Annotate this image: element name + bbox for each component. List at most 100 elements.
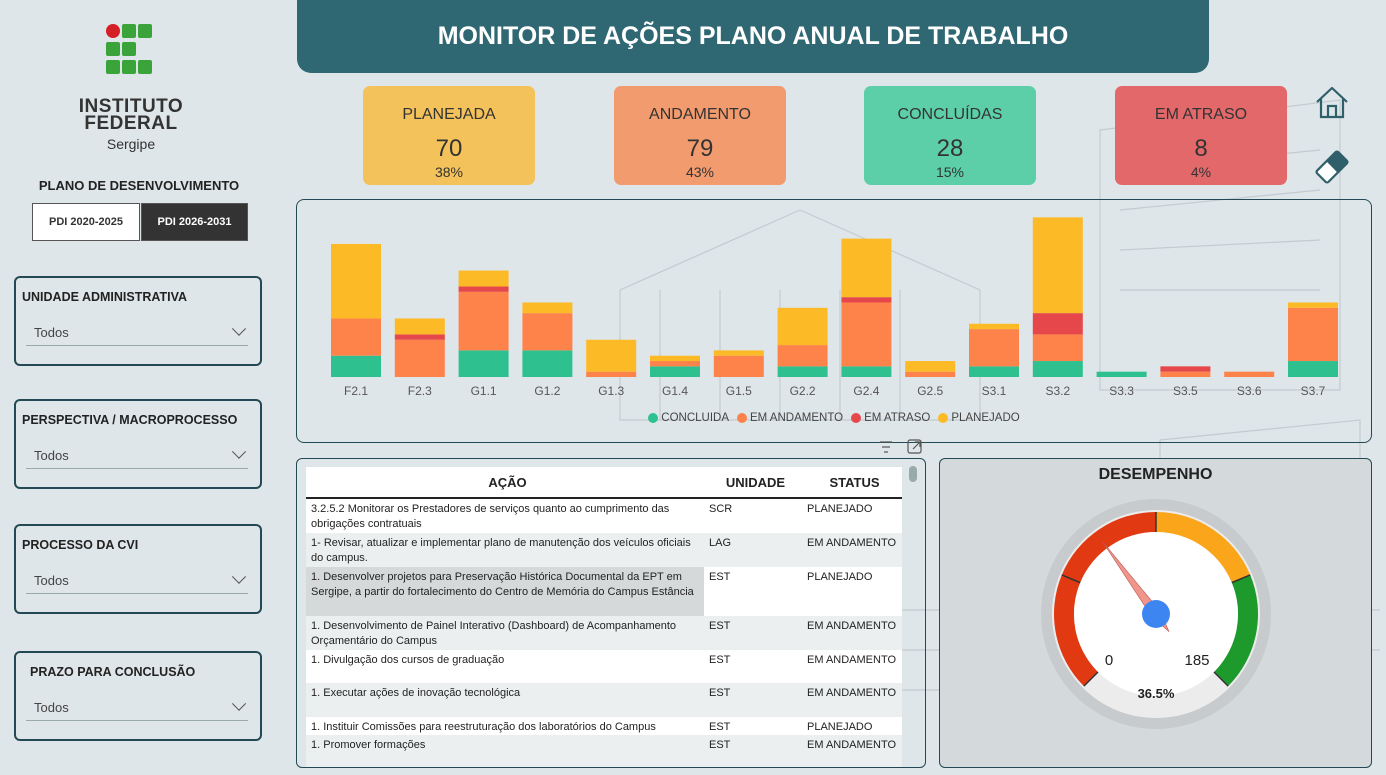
bar-segment[interactable] <box>841 297 892 303</box>
bar-segment[interactable] <box>777 307 828 346</box>
bar-segment[interactable] <box>905 361 956 372</box>
kpi-planejada[interactable]: PLANEJADA 70 38% <box>363 86 535 185</box>
filter-icon[interactable] <box>880 441 892 453</box>
logo-title: INSTITUTO FEDERAL <box>78 96 184 134</box>
legend-item[interactable]: EM ATRASO <box>851 412 930 424</box>
x-tick-label: G1.5 <box>726 384 752 398</box>
kpi-em-atraso[interactable]: EM ATRASO 8 4% <box>1115 86 1287 185</box>
bar-segment[interactable] <box>1032 361 1083 377</box>
pdi-2020-2025-button[interactable]: PDI 2020-2025 <box>32 203 140 241</box>
bar-segment[interactable] <box>650 366 700 377</box>
column-header-acao[interactable]: AÇÃO <box>488 474 527 490</box>
bar-segment[interactable] <box>841 302 892 367</box>
scrollbar-thumb[interactable] <box>909 466 917 482</box>
bar-segment[interactable] <box>1288 302 1338 308</box>
bar-segment[interactable] <box>586 339 637 372</box>
filter-title: PROCESSO DA CVI <box>22 538 139 552</box>
bar-segment[interactable] <box>905 371 956 377</box>
bar-segment[interactable] <box>1096 371 1147 377</box>
bar-segment[interactable] <box>1288 307 1338 362</box>
column-header-unidade[interactable]: UNIDADE <box>725 474 786 490</box>
column-header-status[interactable]: STATUS <box>829 474 880 490</box>
bar-segment[interactable] <box>394 339 445 377</box>
filter-prazo: PRAZO PARA CONCLUSÃO Todos <box>14 651 262 741</box>
cell-unidade: EST <box>709 687 731 699</box>
table-row[interactable]: 1. Desenvolvimento de Painel Interativo … <box>306 616 902 650</box>
bar-segment[interactable] <box>969 329 1019 367</box>
processo-dropdown[interactable]: Todos <box>26 568 248 594</box>
table-row[interactable]: 1- Revisar, atualizar e implementar plan… <box>306 533 902 567</box>
chart-legend: CONCLUIDA EM ANDAMENTO EM ATRASO PLANEJADO <box>297 412 1371 424</box>
chevron-down-icon <box>231 696 247 711</box>
gauge-orange-band <box>1156 512 1251 583</box>
bar-segment[interactable] <box>522 302 573 314</box>
x-tick-label: G1.4 <box>662 384 688 398</box>
kpi-label: EM ATRASO <box>1154 106 1248 123</box>
bar-segment[interactable] <box>394 334 445 340</box>
logo-subtitle: Sergipe <box>106 136 156 152</box>
gauge-chart: 0 185 36.5% <box>1041 499 1271 729</box>
bar-segment[interactable] <box>969 366 1019 377</box>
bar-segment[interactable] <box>650 361 700 367</box>
table-row[interactable]: 1. Divulgação dos cursos de graduação ES… <box>306 650 902 683</box>
home-icon[interactable] <box>1313 84 1351 122</box>
bar-segment[interactable] <box>841 366 892 377</box>
gauge-hub <box>1142 600 1170 628</box>
bar-segment[interactable] <box>841 238 892 298</box>
x-tick-label: S3.5 <box>1173 384 1198 398</box>
bar-segment[interactable] <box>650 355 700 362</box>
bar-segment[interactable] <box>458 291 509 351</box>
kpi-andamento[interactable]: ANDAMENTO 79 43% <box>614 86 786 185</box>
perspectiva-dropdown[interactable]: Todos <box>26 443 248 469</box>
actions-table: AÇÃO UNIDADE STATUS 3.2.5.2 Monitorar os… <box>306 467 902 767</box>
x-tick-label: F2.3 <box>408 384 432 398</box>
bar-segment[interactable] <box>1032 334 1083 362</box>
bar-segment[interactable] <box>1224 371 1275 377</box>
table-row[interactable]: 1. Instituir Comissões para reestruturaç… <box>306 717 902 735</box>
prazo-dropdown[interactable]: Todos <box>26 695 248 721</box>
gauge-max-label: 185 <box>1184 652 1209 669</box>
table-row[interactable]: 1. Executar ações de inovação tecnológic… <box>306 683 902 717</box>
table-row[interactable]: 1. Desenvolver projetos para Preservação… <box>306 567 902 616</box>
chevron-down-icon <box>231 321 247 336</box>
logo-mark <box>106 24 156 78</box>
legend-item[interactable]: PLANEJADO <box>938 412 1020 424</box>
bar-segment[interactable] <box>1032 313 1083 335</box>
legend-item[interactable]: EM ANDAMENTO <box>737 412 843 424</box>
stacked-bar-chart: F2.1 F2.3 G1.1 G1.2 G1.3 G1.4 G1.5 G2.2 G2.4 G2.5… <box>296 199 1372 443</box>
bar-segment[interactable] <box>713 355 764 377</box>
table-scrollbar[interactable] <box>909 466 917 766</box>
pdi-2026-2031-button[interactable]: PDI 2026-2031 <box>141 203 248 241</box>
bar-segment[interactable] <box>458 270 509 287</box>
kpi-concluidas[interactable]: CONCLUÍDAS 28 15% <box>864 86 1036 185</box>
table-row[interactable]: 3.2.5.2 Monitorar os Prestadores de serv… <box>306 499 902 533</box>
bar-segment[interactable] <box>458 286 509 292</box>
x-tick-label: S3.2 <box>1045 384 1070 398</box>
bar-segment[interactable] <box>522 313 573 351</box>
unidade-dropdown[interactable]: Todos <box>26 320 248 346</box>
bar-segment[interactable] <box>522 350 573 377</box>
bar-segment[interactable] <box>331 318 381 356</box>
bar-segment[interactable] <box>394 318 445 335</box>
table-row[interactable]: 1. Promover formações EST EM ANDAMENTO <box>306 735 902 767</box>
cell-status: EM ANDAMENTO <box>807 687 897 699</box>
bar-segment[interactable] <box>331 355 381 377</box>
filter-processo-cvi: PROCESSO DA CVI Todos <box>14 524 262 614</box>
bar-segment[interactable] <box>969 323 1019 330</box>
kpi-label: PLANEJADA <box>402 106 496 123</box>
eraser-icon[interactable] <box>1313 148 1351 186</box>
bar-segment[interactable] <box>458 350 509 377</box>
bar-segment[interactable] <box>777 345 828 367</box>
expand-icon[interactable] <box>907 439 922 454</box>
bar-segment[interactable] <box>1160 371 1211 377</box>
bar-segment[interactable] <box>331 243 381 319</box>
bar-segment[interactable] <box>777 366 828 377</box>
bar-segment[interactable] <box>586 371 637 377</box>
bar-segment[interactable] <box>1288 361 1338 377</box>
bar-segment[interactable] <box>1160 366 1211 372</box>
legend-dot <box>737 413 747 423</box>
bar-segment[interactable] <box>713 350 764 356</box>
x-tick-label: S3.7 <box>1301 384 1326 398</box>
bar-segment[interactable] <box>1032 217 1083 314</box>
legend-item[interactable]: CONCLUIDA <box>648 412 729 424</box>
